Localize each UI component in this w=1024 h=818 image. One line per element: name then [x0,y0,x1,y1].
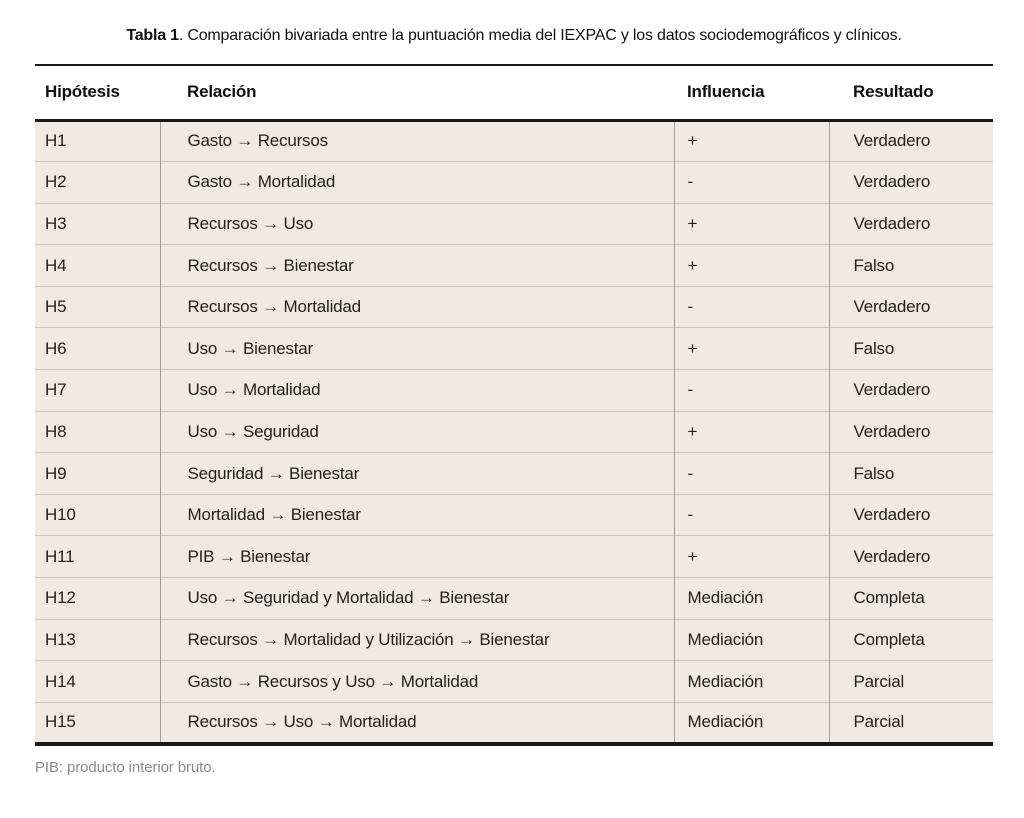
cell-result: Verdadero [828,120,993,162]
table-row: H1 Gasto → Recursos + Verdadero [35,120,993,162]
table-row: H2 Gasto → Mortalidad - Verdadero [35,161,993,204]
table-row: H4 Recursos → Bienestar + Falso [35,244,993,287]
cell-hypothesis: H14 [35,660,160,703]
table-row: H14 Gasto → Recursos y Uso → Mortalidad … [35,660,993,703]
table-row: H8 Uso → Seguridad + Verdadero [35,410,993,453]
cell-relation: Gasto → Recursos [159,120,674,162]
table-row: H3 Recursos → Uso + Verdadero [35,202,993,245]
col-header-resultado: Resultado [829,65,993,122]
cell-relation: Uso → Seguridad [159,410,674,453]
table-row: H15 Recursos → Uso → Mortalidad Mediació… [35,701,993,744]
table-row: H12 Uso → Seguridad y Mortalidad → Biene… [35,577,993,620]
cell-influence: - [673,493,829,536]
cell-relation: Recursos → Mortalidad y Utilización → Bi… [159,618,674,661]
table-row: H9 Seguridad → Bienestar - Falso [35,452,993,495]
cell-hypothesis: H3 [35,202,160,245]
cell-result: Parcial [828,701,993,744]
cell-influence: Mediación [673,701,829,744]
cell-hypothesis: H6 [35,327,160,370]
cell-influence: + [673,202,829,245]
cell-influence: + [673,410,829,453]
cell-hypothesis: H12 [35,577,160,620]
cell-result: Parcial [828,660,993,703]
cell-hypothesis: H13 [35,618,160,661]
table-row: H11 PIB → Bienestar + Verdadero [35,535,993,578]
cell-relation: Recursos → Bienestar [159,244,674,287]
cell-hypothesis: H2 [35,161,160,204]
cell-relation: Uso → Seguridad y Mortalidad → Bienestar [159,577,674,620]
cell-relation: Recursos → Mortalidad [159,285,674,328]
cell-relation: Recursos → Uso → Mortalidad [159,701,674,744]
cell-hypothesis: H4 [35,244,160,287]
cell-influence: + [673,120,829,162]
col-header-hipotesis: Hipótesis [35,65,160,122]
cell-result: Verdadero [828,161,993,204]
cell-influence: + [673,327,829,370]
col-header-relacion: Relación [160,65,674,122]
cell-hypothesis: H15 [35,701,160,744]
cell-relation: Uso → Bienestar [159,327,674,370]
table-caption: Tabla 1. Comparación bivariada entre la … [35,27,993,45]
cell-hypothesis: H11 [35,535,160,578]
cell-result: Falso [828,327,993,370]
hypotheses-table: Hipótesis Relación Influencia Resultado … [35,64,993,746]
cell-hypothesis: H10 [35,493,160,536]
table-row: H6 Uso → Bienestar + Falso [35,327,993,370]
col-header-influencia: Influencia [674,65,829,122]
cell-relation: Gasto → Recursos y Uso → Mortalidad [159,660,674,703]
cell-influence: Mediación [673,577,829,620]
cell-result: Verdadero [828,493,993,536]
cell-result: Verdadero [828,410,993,453]
cell-result: Verdadero [828,535,993,578]
cell-result: Verdadero [828,285,993,328]
cell-result: Verdadero [828,202,993,245]
cell-hypothesis: H9 [35,452,160,495]
cell-influence: - [673,452,829,495]
cell-relation: Mortalidad → Bienestar [159,493,674,536]
footnote: PIB: producto interior bruto. [35,758,216,776]
cell-influence: - [673,369,829,412]
cell-hypothesis: H7 [35,369,160,412]
cell-result: Verdadero [828,369,993,412]
table-caption-text: . Comparación bivariada entre la puntuac… [178,27,902,44]
cell-influence: - [673,285,829,328]
cell-hypothesis: H1 [45,131,67,151]
cell-influence: Mediación [673,660,829,703]
cell-influence: Mediación [673,618,829,661]
table-body: H1 Gasto → Recursos + Verdadero H2 Gasto… [35,120,993,744]
cell-relation: Seguridad → Bienestar [159,452,674,495]
cell-result: Falso [828,244,993,287]
cell-relation: PIB → Bienestar [159,535,674,578]
cell-relation: Recursos → Uso [159,202,674,245]
cell-influence: + [673,244,829,287]
cell-influence: + [673,535,829,578]
table-row: H13 Recursos → Mortalidad y Utilización … [35,618,993,661]
table-row: H7 Uso → Mortalidad - Verdadero [35,369,993,412]
header-row: Hipótesis Relación Influencia Resultado [35,65,993,122]
table-caption-number: Tabla 1 [126,27,179,44]
cell-relation: Uso → Mortalidad [159,369,674,412]
cell-result: Falso [828,452,993,495]
table-row: H10 Mortalidad → Bienestar - Verdadero [35,493,993,536]
cell-result: Completa [828,618,993,661]
table-row: H5 Recursos → Mortalidad - Verdadero [35,285,993,328]
cell-result: Completa [828,577,993,620]
cell-influence: - [673,161,829,204]
cell-hypothesis: H8 [35,410,160,453]
cell-hypothesis: H5 [35,285,160,328]
cell-relation: Gasto → Mortalidad [159,161,674,204]
